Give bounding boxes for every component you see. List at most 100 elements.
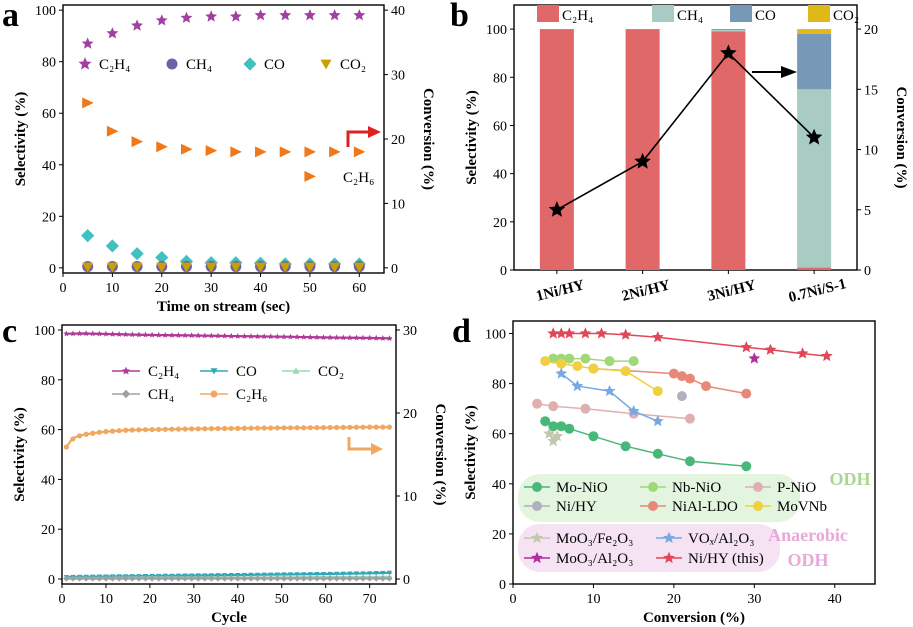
c-point-co xyxy=(386,570,393,576)
a-xtick-label: 20 xyxy=(155,281,169,296)
c-point-c-h xyxy=(327,334,334,341)
c-point-c-h xyxy=(234,333,241,339)
c-point-ch xyxy=(188,575,195,582)
b-y2tick-label: 20 xyxy=(864,23,878,38)
c-point-co xyxy=(367,571,373,576)
c-point-ch xyxy=(162,575,169,582)
c-point-c-h xyxy=(294,333,301,340)
d-legend-marker-nb-nio xyxy=(648,482,658,492)
c-point-ch xyxy=(148,575,156,582)
c-point-ch xyxy=(320,575,327,582)
a-point-c-h xyxy=(230,146,242,158)
c-point-c-h xyxy=(175,332,182,338)
c-xtick-label: 0 xyxy=(59,592,66,607)
c-line-c-h xyxy=(65,426,392,448)
c-y2label: Conversion (%) xyxy=(432,403,448,505)
a-ylabel: Selectivity (%) xyxy=(13,92,29,187)
d-xtick-label: 40 xyxy=(828,592,842,607)
c-point-c-h xyxy=(373,424,379,430)
a-point-c-h xyxy=(180,143,193,155)
d-legend-marker-mo-nio xyxy=(532,482,542,492)
d-point-nial-ldo xyxy=(668,368,679,379)
d-point-vo-al-o xyxy=(555,367,568,379)
b-legend-label: C₂H₄ xyxy=(562,8,593,24)
c-y2tick-label: 0 xyxy=(403,573,410,588)
c-point-c-h xyxy=(294,425,300,431)
d-point-mo-nio xyxy=(564,423,575,434)
c-point-c-h xyxy=(386,424,393,430)
a-y2tick-label: 40 xyxy=(391,4,405,19)
d-legend-label: MoO₃/Al₂O₃ xyxy=(556,551,633,567)
b-category-label: 2Ni/HY xyxy=(620,277,672,304)
a-point-c-h xyxy=(304,9,316,21)
c-xtick-label: 60 xyxy=(319,592,333,607)
c-point-c-h xyxy=(346,334,353,341)
d-point-p-nio xyxy=(548,401,559,412)
c-legend-label: C₂H₆ xyxy=(236,387,267,403)
c-point-ch xyxy=(135,575,143,582)
a-point-c-h xyxy=(329,146,341,158)
d-point-nb-nio xyxy=(564,353,575,364)
d-point-ni-hy-this xyxy=(619,328,632,340)
a-point-co xyxy=(329,262,341,273)
c-ytick-label: 0 xyxy=(48,573,55,588)
c-point-c-h xyxy=(188,332,195,339)
a-point-c-h xyxy=(81,37,94,49)
c-point-c-h xyxy=(301,425,307,431)
c-point-ch xyxy=(89,575,96,582)
b-ytick-label: 20 xyxy=(493,216,507,231)
c-ytick-label: 20 xyxy=(41,523,55,538)
c-point-c-h xyxy=(201,332,208,339)
a-ytick-label: 20 xyxy=(42,210,56,225)
c-point-ch xyxy=(267,575,274,582)
c-point-ch xyxy=(346,575,353,582)
d-point-ni-hy-this xyxy=(820,349,833,362)
d-legend-marker-vo-al-o xyxy=(663,531,675,544)
d-point-vo-al-o xyxy=(603,384,616,397)
d-line-p-nio xyxy=(536,402,691,420)
b-y2tick-label: 10 xyxy=(864,144,878,159)
c-point-co xyxy=(314,572,320,577)
c-xtick-label: 40 xyxy=(231,592,245,607)
b-arrow-head xyxy=(781,66,797,78)
a-point-co xyxy=(205,262,217,273)
d-ytick-label: 40 xyxy=(492,478,506,493)
a-arrow-right xyxy=(346,130,370,147)
c-frame xyxy=(61,324,397,585)
d-xtick-label: 20 xyxy=(667,592,681,607)
d-xtick-label: 0 xyxy=(510,592,517,607)
c-point-co xyxy=(340,571,346,577)
d-point-mo-nio xyxy=(652,448,663,459)
c-point-c-h xyxy=(89,330,96,337)
b-legend-swatch-co xyxy=(730,5,752,22)
c-ytick-label: 40 xyxy=(41,473,55,488)
c-point-co xyxy=(347,571,353,577)
d-group-label-odh: ODH xyxy=(829,469,870,489)
c-point-ch xyxy=(247,575,255,582)
c-point-c-h xyxy=(228,332,235,339)
a-frame xyxy=(62,4,385,274)
c-point-c-h xyxy=(149,331,156,338)
d-line-mo-nio xyxy=(544,420,747,468)
a-point-c-h xyxy=(82,97,94,109)
d-legend-label: Ni/HY (this) xyxy=(688,551,764,567)
c-point-ch xyxy=(129,575,136,582)
c-point-c-h xyxy=(162,426,168,432)
c-point-co xyxy=(373,571,379,576)
c-legend-marker-co xyxy=(292,367,300,374)
a-point-c-h xyxy=(304,146,316,158)
d-ytick-label: 20 xyxy=(492,528,506,543)
d-legend-marker-p-nio xyxy=(753,482,763,492)
d-point-nb-nio xyxy=(548,353,559,364)
c-ylabel: Selectivity (%) xyxy=(12,407,28,502)
c-point-c-h xyxy=(83,330,90,337)
c-point-c-h xyxy=(222,425,228,432)
d-point-nial-ldo xyxy=(741,388,752,399)
d-legend-label: NiAl-LDO xyxy=(672,499,738,515)
a-y2tick-label: 30 xyxy=(391,69,405,84)
c-point-c-h xyxy=(116,428,122,434)
c-point-c-h xyxy=(307,333,314,340)
b-ytick-label: 100 xyxy=(486,23,507,38)
c-point-c-h xyxy=(314,425,320,431)
c-point-ch xyxy=(168,575,175,582)
